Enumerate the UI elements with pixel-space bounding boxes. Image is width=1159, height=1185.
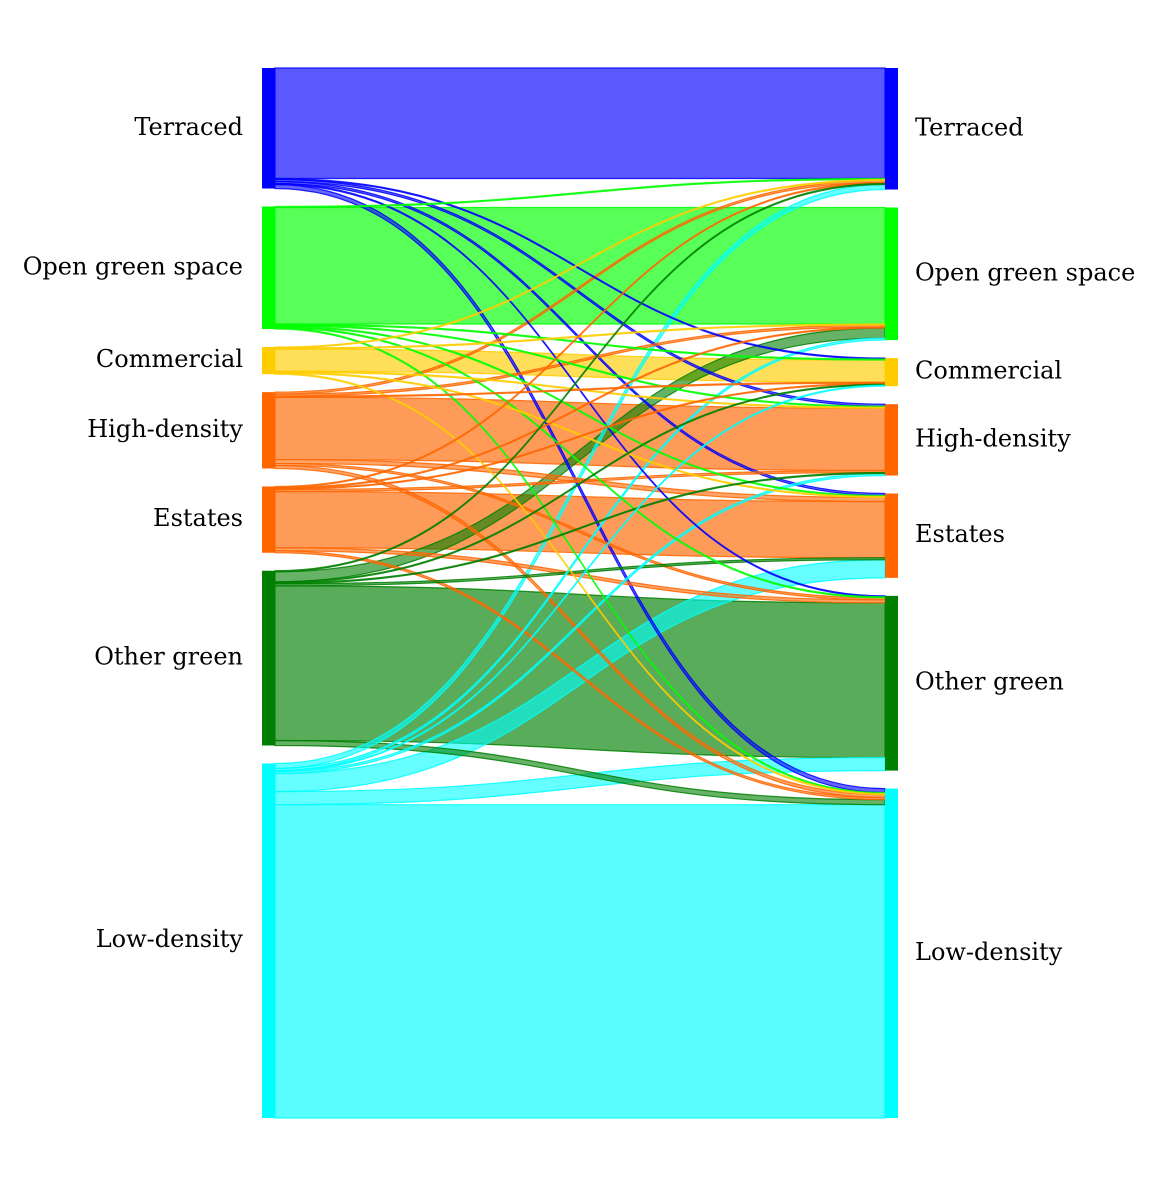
label-left-other-green: Other green xyxy=(94,643,243,671)
label-right-other-green: Other green xyxy=(915,668,1064,696)
node-right-terraced xyxy=(885,68,898,190)
node-left-terraced xyxy=(262,68,275,189)
label-right-terraced: Terraced xyxy=(915,113,1024,141)
flow-terraced-to-terraced xyxy=(274,67,886,180)
node-left-commercial xyxy=(262,347,275,375)
node-right-other-green xyxy=(885,595,898,771)
node-left-low-density xyxy=(262,763,275,1118)
node-right-high-density xyxy=(885,404,898,476)
flow-open-green-space-to-open-green-space xyxy=(274,206,886,325)
flow-low-density-to-terraced xyxy=(274,183,886,770)
labels-layer: Terraced Terraced Open green space Open gre… xyxy=(23,113,1136,966)
node-right-low-density xyxy=(885,788,898,1118)
node-right-commercial xyxy=(885,358,898,387)
node-left-other-green xyxy=(262,570,275,746)
label-left-high-density: High-density xyxy=(87,415,243,443)
node-left-open-green-space xyxy=(262,206,275,330)
node-right-estates xyxy=(885,493,898,578)
node-right-open-green-space xyxy=(885,207,898,341)
label-left-open-green-space: Open green space xyxy=(23,252,243,280)
flow-low-density-to-open-green-space xyxy=(274,337,886,772)
label-left-estates: Estates xyxy=(153,504,243,532)
label-right-estates: Estates xyxy=(915,520,1005,548)
flow-estates-to-estates xyxy=(274,490,886,559)
label-left-terraced: Terraced xyxy=(134,113,243,141)
label-right-commercial: Commercial xyxy=(915,357,1062,385)
label-left-commercial: Commercial xyxy=(96,345,243,373)
label-right-low-density: Low-density xyxy=(915,938,1063,966)
node-left-estates xyxy=(262,486,275,553)
node-left-high-density xyxy=(262,392,275,469)
nodes-layer xyxy=(262,68,898,1118)
label-left-low-density: Low-density xyxy=(96,925,244,953)
flow-low-density-to-low-density xyxy=(274,804,886,1119)
flows-layer xyxy=(274,67,886,1119)
label-right-high-density: High-density xyxy=(915,424,1071,452)
label-right-open-green-space: Open green space xyxy=(915,258,1135,286)
